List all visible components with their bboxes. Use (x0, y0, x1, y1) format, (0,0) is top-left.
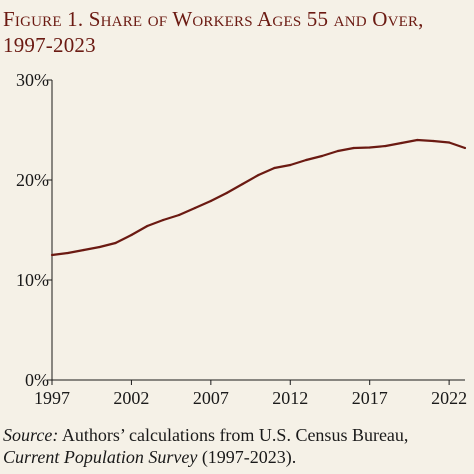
source-note: Source: Authors’ calculations from U.S. … (3, 424, 471, 468)
y-tick-label: 30% (16, 70, 49, 90)
y-tick-label: 10% (16, 270, 49, 290)
data-point (368, 146, 371, 149)
data-point (336, 149, 340, 153)
data-point (177, 213, 181, 217)
x-tick-label: 2012 (272, 388, 308, 408)
series-points (50, 138, 467, 257)
source-line1: Authors’ calculations from U.S. Census B… (58, 425, 409, 445)
data-point (257, 173, 260, 177)
data-point (289, 163, 292, 167)
data-point (50, 253, 54, 257)
data-point (66, 251, 69, 255)
x-tick-label: 2007 (193, 388, 229, 408)
y-ticks: 0% 10% 20% 30% (16, 70, 52, 390)
x-ticks: 1997 2002 2007 2012 2017 2022 (34, 380, 467, 408)
data-point (305, 158, 308, 162)
data-point (114, 241, 117, 245)
data-point (130, 233, 133, 237)
data-point (162, 218, 165, 222)
data-point (241, 182, 244, 186)
data-point (400, 141, 403, 145)
data-point (352, 146, 355, 150)
data-point (416, 138, 419, 142)
data-point (193, 206, 197, 210)
data-point (98, 245, 101, 249)
data-point (209, 199, 212, 203)
x-tick-label: 1997 (34, 388, 70, 408)
data-point (273, 166, 276, 170)
source-survey: Current Population Survey (3, 447, 198, 467)
x-tick-label: 2022 (431, 388, 467, 408)
data-point (384, 144, 387, 148)
data-point (320, 154, 324, 158)
source-label: Source: (3, 425, 59, 445)
x-tick-label: 2002 (113, 388, 149, 408)
data-point (432, 139, 435, 143)
source-line2: (1997-2023). (197, 447, 297, 467)
data-point (448, 141, 451, 144)
chart-axes (51, 80, 465, 381)
data-point (146, 224, 149, 228)
chart-title: Figure 1. Share of Workers Ages 55 and O… (3, 7, 424, 57)
data-point (82, 248, 85, 252)
data-point (225, 191, 228, 195)
y-tick-label: 0% (25, 370, 49, 390)
data-point (463, 146, 467, 150)
y-tick-label: 20% (16, 170, 49, 190)
series-line (51, 138, 466, 257)
x-tick-label: 2017 (352, 388, 388, 408)
